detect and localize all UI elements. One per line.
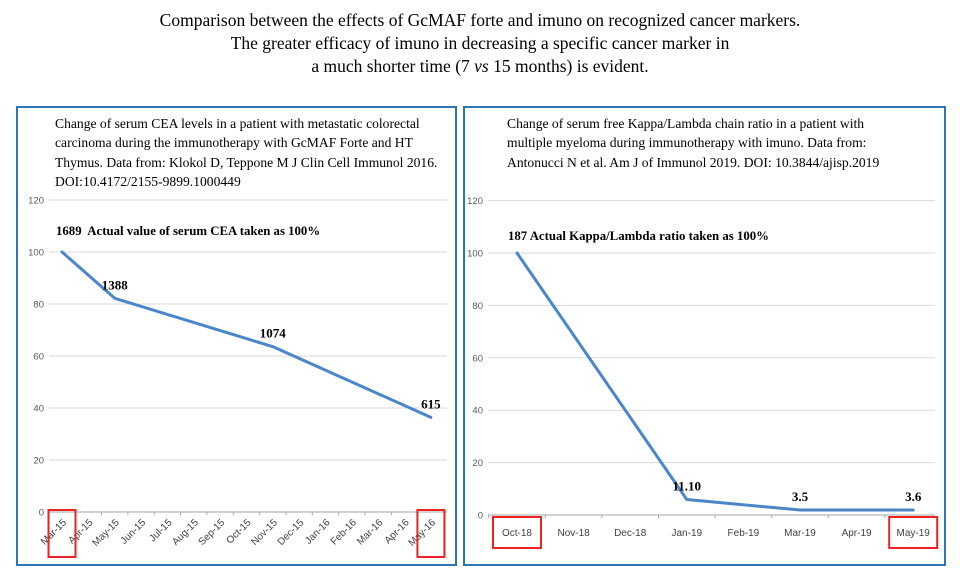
x-axis-label: Nov-15 [249, 517, 280, 548]
y-axis-tick-label: 80 [472, 301, 483, 312]
right-chart-canvas: 0 20 40 60 80 100 120 Oct-18 Nov-18 Dec-18 Jan-19 F… [467, 196, 939, 549]
figure-title-line2: The greater efficacy of imuno in decreas… [230, 33, 730, 53]
x-axis-label: Jan-16 [303, 517, 333, 547]
x-axis-label: May-19 [897, 528, 931, 539]
data-point-label: 3.5 [792, 489, 809, 504]
y-axis-tick-label: 40 [472, 406, 483, 417]
y-axis-tick-label: 20 [33, 456, 44, 467]
x-axis-label: Feb-16 [329, 517, 359, 547]
x-axis-label: Oct-18 [502, 528, 532, 539]
y-axis-tick-label: 120 [467, 196, 483, 207]
x-axis-label: Feb-19 [728, 528, 760, 539]
left-chart-annotation: 1689 Actual value of serum CEA taken as … [56, 224, 321, 238]
y-axis-tick-label: 0 [39, 508, 44, 519]
left-chart-caption: Change of serum CEA levels in a patient … [55, 116, 438, 189]
x-axis-label: Dec-15 [276, 517, 307, 548]
x-axis-label: Oct-15 [225, 517, 254, 546]
figure-title-line3-post: 15 months) is evident. [488, 56, 649, 76]
data-series-line [515, 251, 915, 512]
x-axis-label: Jan-19 [672, 528, 703, 539]
right-chart-panel: Change of serum free Kappa/Lambda chain … [463, 106, 946, 566]
y-axis-tick-label: 20 [472, 458, 483, 469]
highlight-box [888, 516, 939, 549]
x-axis-label: Apr-19 [842, 528, 872, 539]
y-axis-tick-label: 120 [28, 196, 44, 207]
y-axis-tick-label: 60 [472, 353, 483, 364]
x-axis-label: May-16 [407, 517, 439, 549]
data-series-line [60, 250, 433, 419]
x-axis-label: May-15 [90, 517, 122, 549]
x-axis-label: Mar-15 [39, 517, 69, 547]
data-point-label: 1074 [260, 326, 287, 341]
x-axis-label: Nov-18 [557, 528, 590, 539]
highlight-box [47, 509, 77, 558]
figure-title-line3: a much shorter time (7 vs 15 months) is … [0, 55, 960, 78]
y-axis-tick-label: 100 [28, 248, 44, 259]
highlight-box [492, 516, 542, 549]
data-point-label: 11.10 [673, 479, 702, 494]
highlight-box [416, 509, 446, 558]
figure-title-line3-pre: a much shorter time (7 [311, 56, 475, 76]
y-axis-tick-label: 80 [33, 300, 44, 311]
x-axis-label: Dec-18 [614, 528, 647, 539]
x-axis-label: Aug-15 [170, 517, 201, 548]
x-axis-label: Mar-19 [784, 528, 816, 539]
y-axis-tick-label: 100 [467, 249, 483, 260]
x-axis-label: Jun-15 [119, 517, 149, 547]
right-chart-caption: Change of serum free Kappa/Lambda chain … [507, 116, 880, 170]
data-point-label: 3.6 [905, 489, 922, 504]
right-chart-annotation: 187 Actual Kappa/Lambda ratio taken as 1… [508, 229, 769, 243]
figure-title-line3-vs: vs [474, 56, 489, 76]
figure-title-line1: Comparison between the effects of GcMAF … [159, 10, 801, 30]
data-point-label: 615 [421, 396, 441, 411]
y-axis-tick-label: 60 [33, 352, 44, 363]
left-chart-panel: Change of serum CEA levels in a patient … [16, 106, 457, 566]
figure-title: Comparison between the effects of GcMAF … [0, 9, 960, 78]
y-axis-tick-label: 0 [478, 511, 483, 522]
x-axis-label: Sep-15 [197, 517, 228, 548]
y-axis-tick-label: 40 [33, 404, 44, 415]
x-axis-label: Mar-16 [355, 517, 385, 547]
data-point-label: 1388 [102, 277, 129, 292]
